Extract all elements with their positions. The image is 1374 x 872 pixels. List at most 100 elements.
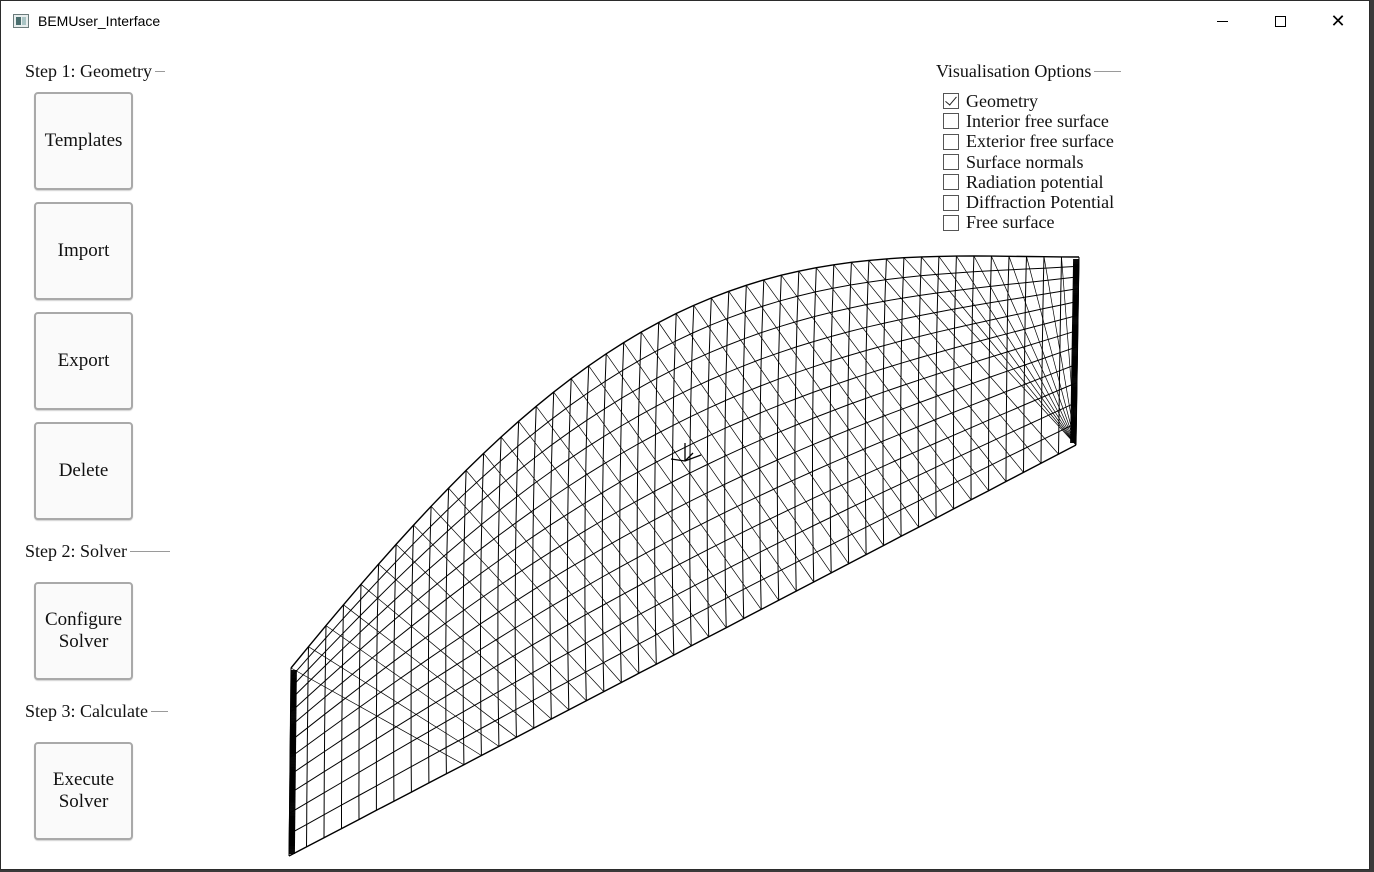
mesh-line bbox=[1074, 258, 1078, 444]
mesh-line bbox=[375, 564, 380, 811]
mesh-line bbox=[518, 421, 692, 647]
mesh-line bbox=[1058, 256, 1062, 455]
mesh-line bbox=[1072, 258, 1077, 444]
mesh-line bbox=[882, 258, 887, 546]
mesh-line bbox=[829, 264, 835, 573]
visualisation-options: Geometry Interior free surface Exterior … bbox=[943, 91, 1114, 233]
mesh-line bbox=[640, 331, 814, 583]
mesh-line bbox=[553, 391, 727, 628]
title-bar[interactable]: BEMUser_Interface ✕ bbox=[1, 1, 1369, 41]
close-button[interactable]: ✕ bbox=[1309, 1, 1367, 41]
mesh-line bbox=[588, 365, 762, 610]
mesh-line bbox=[781, 274, 954, 510]
mesh-line bbox=[847, 262, 852, 564]
option-surface-normals[interactable]: Surface normals bbox=[943, 152, 1114, 172]
option-free-surface[interactable]: Free surface bbox=[943, 212, 1114, 233]
option-exterior-free-surface[interactable]: Exterior free surface bbox=[943, 131, 1114, 152]
step2-header-rule bbox=[130, 551, 170, 552]
mesh-line bbox=[1061, 256, 1077, 446]
option-surface-normals-label[interactable]: Surface normals bbox=[966, 151, 1084, 172]
mesh-line bbox=[410, 525, 415, 793]
option-interior-free-surface[interactable]: Interior free surface bbox=[943, 111, 1114, 131]
axis-marker-stroke bbox=[684, 452, 694, 462]
mesh-line bbox=[1073, 258, 1078, 444]
radiation-potential-checkbox[interactable] bbox=[943, 174, 959, 191]
mesh-line bbox=[988, 256, 992, 491]
mesh-line bbox=[724, 291, 730, 628]
mesh-line bbox=[289, 669, 293, 855]
option-free-surface-label[interactable]: Free surface bbox=[966, 212, 1055, 233]
delete-button[interactable]: Delete bbox=[34, 422, 133, 520]
mesh-line bbox=[360, 584, 535, 729]
mesh-line bbox=[1026, 256, 1077, 446]
mesh-line bbox=[654, 322, 660, 665]
diffraction-potential-checkbox[interactable] bbox=[943, 194, 959, 211]
mesh-line bbox=[864, 260, 870, 555]
mesh-line bbox=[290, 667, 465, 766]
option-diffraction-potential[interactable]: Diffraction Potential bbox=[943, 192, 1114, 212]
mesh-line bbox=[293, 669, 296, 855]
exterior-free-surface-checkbox[interactable] bbox=[943, 133, 959, 150]
app-window-icon bbox=[13, 14, 29, 28]
mesh-line bbox=[794, 271, 800, 592]
mesh-line bbox=[289, 382, 1078, 794]
geometry-checkbox[interactable] bbox=[943, 93, 959, 110]
mesh-line bbox=[812, 267, 817, 583]
configure-solver-button[interactable]: Configure Solver bbox=[34, 582, 133, 680]
mesh-line bbox=[900, 257, 905, 537]
import-button[interactable]: Import bbox=[34, 202, 133, 300]
option-geometry-label[interactable]: Geometry bbox=[966, 90, 1038, 111]
step1-header-label: Step 1: Geometry bbox=[25, 61, 152, 81]
step2-header: Step 2: Solver bbox=[25, 541, 170, 562]
step3-header-rule bbox=[150, 711, 168, 712]
mesh-line bbox=[290, 300, 1079, 713]
mesh-line bbox=[1043, 256, 1077, 446]
mesh-line bbox=[343, 604, 517, 738]
export-button[interactable]: Export bbox=[34, 312, 133, 410]
visualisation-header-rule bbox=[1094, 71, 1122, 72]
mesh-line bbox=[462, 470, 467, 765]
free-surface-checkbox[interactable] bbox=[943, 214, 959, 231]
mesh-line bbox=[693, 305, 867, 555]
mesh-line bbox=[584, 365, 590, 701]
minimize-button[interactable] bbox=[1193, 1, 1251, 41]
option-interior-free-surface-label[interactable]: Interior free surface bbox=[966, 110, 1109, 131]
mesh-line bbox=[289, 329, 1078, 742]
mesh-line bbox=[952, 256, 957, 509]
option-radiation-potential[interactable]: Radiation potential bbox=[943, 172, 1114, 192]
mesh-line bbox=[288, 422, 1077, 835]
mesh-line bbox=[1070, 258, 1074, 444]
option-geometry[interactable]: Geometry bbox=[943, 91, 1114, 111]
maximize-button[interactable] bbox=[1251, 1, 1309, 41]
mesh-line bbox=[991, 255, 1077, 446]
interior-free-surface-checkbox[interactable] bbox=[943, 113, 959, 130]
mesh-line bbox=[1074, 258, 1079, 444]
mesh-line bbox=[288, 667, 292, 857]
mesh-line bbox=[413, 524, 587, 701]
templates-button[interactable]: Templates bbox=[34, 92, 133, 190]
step3-header: Step 3: Calculate bbox=[25, 701, 168, 722]
mesh-line bbox=[427, 506, 432, 783]
execute-solver-button[interactable]: Execute Solver bbox=[34, 742, 133, 840]
option-diffraction-potential-label[interactable]: Diffraction Potential bbox=[966, 192, 1115, 213]
visualisation-header-label: Visualisation Options bbox=[936, 61, 1092, 81]
mesh-line bbox=[689, 305, 695, 646]
mesh-line bbox=[851, 262, 1024, 473]
mesh-line bbox=[341, 604, 344, 829]
option-exterior-free-surface-label[interactable]: Exterior free surface bbox=[966, 131, 1114, 152]
mesh-line bbox=[728, 291, 902, 537]
surface-normals-checkbox[interactable] bbox=[943, 154, 959, 171]
mesh-line bbox=[970, 255, 975, 500]
mesh-line bbox=[623, 342, 797, 592]
option-radiation-potential-label[interactable]: Radiation potential bbox=[966, 171, 1104, 192]
mesh-line bbox=[292, 669, 295, 855]
mesh-line bbox=[1040, 256, 1045, 464]
mesh-line bbox=[1072, 258, 1076, 444]
mesh-line bbox=[323, 625, 327, 838]
mesh-line bbox=[886, 258, 1059, 455]
axis-marker-stroke bbox=[670, 454, 702, 462]
mesh-line bbox=[938, 256, 1077, 446]
mesh-line bbox=[816, 267, 989, 491]
axis-origin-marker bbox=[670, 443, 702, 462]
